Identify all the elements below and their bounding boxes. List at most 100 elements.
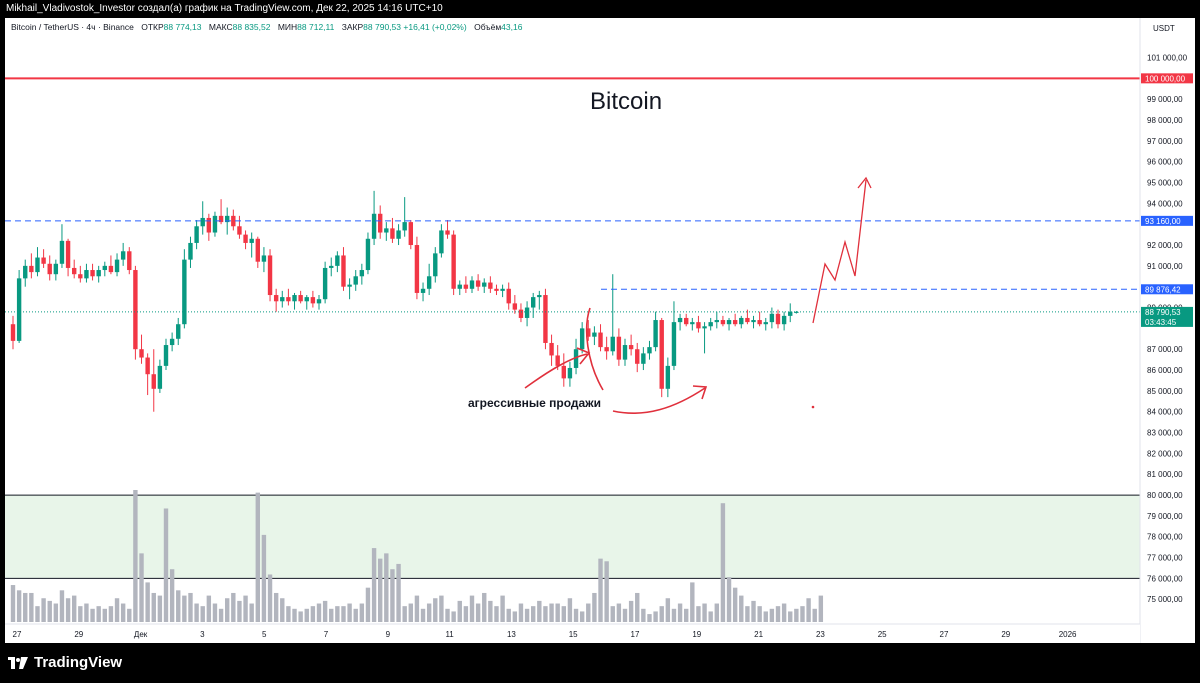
chart-frame[interactable]: 101 000,00 99 000,00 98 000,00 97 000,00 96 … bbox=[5, 18, 1195, 643]
volume-bar bbox=[365, 587, 371, 622]
candle-body bbox=[157, 365, 163, 389]
open-value: 88 774,13 bbox=[163, 22, 202, 32]
candle-body bbox=[610, 336, 615, 352]
volume-bar bbox=[586, 603, 591, 622]
tradingview-logo[interactable]: TradingView bbox=[8, 654, 122, 671]
candle-body bbox=[690, 322, 695, 325]
price-tick-label: 82 000,00 bbox=[1147, 449, 1183, 458]
volume-bar bbox=[261, 534, 267, 622]
candle-body bbox=[218, 215, 224, 223]
volume-bar bbox=[145, 582, 150, 622]
candle-body bbox=[194, 226, 199, 243]
candle-body bbox=[65, 240, 71, 268]
candle-body bbox=[622, 345, 628, 360]
candle-body bbox=[426, 276, 432, 289]
candle-body bbox=[720, 320, 726, 325]
price-tick-label: 99 000,00 bbox=[1147, 95, 1183, 104]
volume-bar bbox=[592, 592, 597, 622]
candle-body bbox=[414, 245, 420, 293]
candle-body bbox=[127, 251, 132, 271]
low-value: 88 712,11 bbox=[297, 22, 335, 32]
volume-bar bbox=[188, 592, 193, 622]
candle-body bbox=[524, 307, 530, 318]
currency-label[interactable]: USDT bbox=[1153, 24, 1175, 33]
price-tag-timer: 03:43:45 bbox=[1145, 318, 1177, 327]
candle-body bbox=[604, 347, 609, 352]
volume-bar bbox=[555, 603, 560, 622]
volume-bar bbox=[788, 611, 793, 622]
volume-bar bbox=[194, 603, 199, 622]
candle-body bbox=[59, 240, 65, 264]
volume-bar bbox=[677, 603, 683, 622]
candle-body bbox=[41, 257, 46, 264]
volume-bar bbox=[739, 595, 744, 622]
symbol-legend[interactable]: Bitcoin / TetherUS · 4ч · Binance ОТКР88… bbox=[11, 22, 522, 32]
volume-bar bbox=[763, 611, 768, 622]
volume-bar bbox=[292, 608, 297, 622]
volume-bar bbox=[390, 569, 395, 622]
volume-bar bbox=[231, 592, 236, 622]
volume-bar bbox=[647, 614, 652, 622]
candle-body bbox=[188, 242, 193, 260]
high-label: МАКС bbox=[208, 22, 233, 32]
candle-body bbox=[310, 297, 316, 304]
time-tick-label: 11 bbox=[445, 630, 454, 639]
candle-body bbox=[261, 255, 267, 262]
candle-body bbox=[212, 215, 218, 233]
candle-body bbox=[506, 288, 511, 304]
candle-body bbox=[769, 313, 775, 323]
candle-body bbox=[781, 315, 787, 325]
candle-body bbox=[335, 255, 340, 266]
price-tick-label: 97 000,00 bbox=[1147, 137, 1183, 146]
volume-bar bbox=[549, 603, 554, 622]
time-axis-bg bbox=[5, 624, 1140, 643]
sell-off-stroke bbox=[585, 307, 604, 391]
candle-body bbox=[286, 297, 291, 302]
price-axis-bg bbox=[1140, 18, 1195, 643]
candle-body bbox=[347, 284, 352, 287]
volume-bar bbox=[249, 603, 254, 622]
candle-body bbox=[145, 357, 150, 375]
candle-body bbox=[592, 332, 597, 337]
candle-body bbox=[23, 265, 28, 279]
time-tick-label: 29 bbox=[74, 630, 83, 639]
time-tick-label: 3 bbox=[200, 630, 205, 639]
volume-bar bbox=[316, 603, 322, 622]
volume-bar bbox=[341, 606, 346, 622]
volume-bar bbox=[298, 611, 303, 622]
volume-bar bbox=[371, 548, 377, 622]
candle-body bbox=[457, 284, 462, 289]
candle-body bbox=[316, 299, 322, 304]
price-tag bbox=[1141, 306, 1193, 327]
volume-bar bbox=[433, 598, 438, 622]
volume-bar bbox=[794, 608, 799, 622]
high-value: 88 835,52 bbox=[232, 22, 271, 32]
time-tick-label: 27 bbox=[13, 630, 22, 639]
candle-body bbox=[543, 295, 548, 343]
candle-body bbox=[647, 347, 652, 354]
volume-bar bbox=[598, 558, 603, 622]
candle-body bbox=[384, 228, 389, 233]
volume-bar bbox=[273, 592, 279, 622]
candle-body bbox=[732, 320, 738, 325]
symbol-name[interactable]: Bitcoin / TetherUS · 4ч · Binance bbox=[11, 22, 134, 32]
volume-bar bbox=[151, 592, 156, 622]
volume-bar bbox=[65, 598, 71, 622]
volume-bar bbox=[90, 608, 95, 622]
candle-body bbox=[267, 255, 273, 296]
candle-body bbox=[102, 265, 107, 271]
price-chart[interactable]: 101 000,00 99 000,00 98 000,00 97 000,00 96 … bbox=[5, 18, 1195, 643]
candle-body bbox=[29, 265, 34, 273]
candle-body bbox=[47, 263, 52, 275]
volume-bar bbox=[41, 598, 46, 622]
volume-bar bbox=[769, 608, 775, 622]
candle-body bbox=[628, 345, 634, 350]
candle-body bbox=[598, 332, 603, 348]
price-tick-label: 75 000,00 bbox=[1147, 595, 1183, 604]
candle-body bbox=[745, 317, 750, 323]
volume-bar bbox=[420, 608, 426, 622]
volume-bar bbox=[78, 606, 83, 622]
price-tick-label: 95 000,00 bbox=[1147, 179, 1183, 188]
volume-bar bbox=[206, 595, 212, 622]
candle-body bbox=[322, 267, 328, 300]
